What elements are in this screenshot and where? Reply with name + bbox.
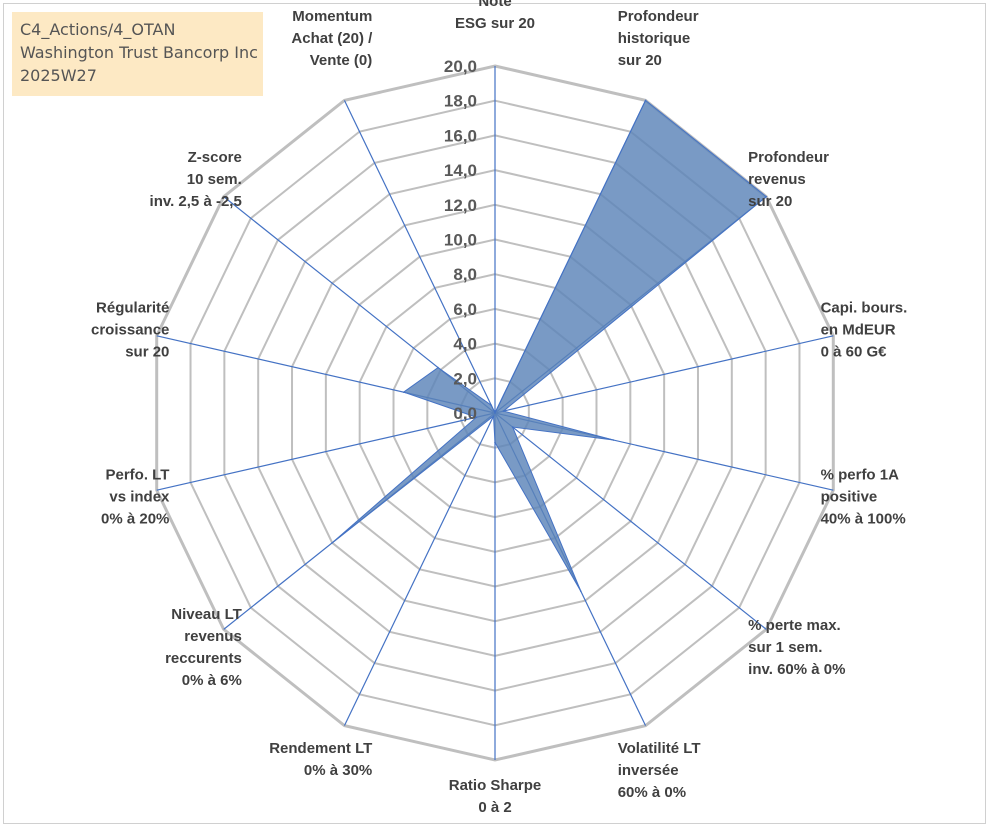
data-point-1 [644,99,647,102]
axis-label-line: 0% à 20% [101,510,169,527]
axis-label-8: Rendement LT 0% à 30% [269,740,372,779]
data-point-10 [475,416,478,419]
axis-label-line: Rendement LT [269,740,372,757]
tick-label-1: 2,0 [453,369,477,388]
axis-label-line: Perfo. LT [106,466,170,483]
axis-label-line: Capi. bours. [821,300,908,317]
data-point-9 [331,542,334,544]
title-box: C4_Actions/4_OTAN Washington Trust Banco… [12,12,263,96]
tick-label-2: 4,0 [453,335,477,354]
axis-label-line: reccurents [165,650,242,667]
axis-label-line: historique [618,30,691,47]
data-point-3 [502,410,505,412]
tick-label-5: 10,0 [444,231,477,250]
axis-label-3: Capi. bours. en MdEUR 0 à 60 G€ [821,300,908,361]
axis-label-line: 10 sem. [187,171,242,188]
axis-label-line: inv. 2,5 à -2,5 [150,193,242,210]
data-point-12 [437,366,439,369]
tick-label-8: 16,0 [444,126,477,145]
axis-label-line: Vente (0) [310,52,373,69]
axis-label-line: 40% à 100% [821,510,906,527]
axis-label-line: Achat (20) / [291,30,373,47]
axis-label-10: Perfo. LT vs index 0% à 20% [101,466,170,527]
title-line-3: 2025W27 [20,66,97,85]
tick-label-4: 8,0 [453,265,477,284]
axis-label-line: Niveau LT [171,606,242,623]
tick-label-10: 20,0 [444,57,477,76]
tick-label-7: 14,0 [444,161,477,180]
title-line-2: Washington Trust Bancorp Inc [20,43,258,62]
axis-label-line: Volatilité LT [618,740,701,757]
axis-label-line: 60% à 0% [618,784,686,801]
axis-label-2: Profondeur revenus sur 20 [748,149,829,210]
axis-spoke-13 [343,100,496,414]
axis-label-13: Momentum Achat (20) / Vente (0) [291,8,373,69]
axis-label-line: sur 20 [125,344,169,361]
tick-label-0: 0,0 [453,404,477,423]
axis-label-line: ESG sur 20 [455,15,535,32]
series-area-0 [331,99,768,592]
axis-label-line: revenus [748,171,806,188]
axis-label-line: en MdEUR [821,322,896,339]
axis-label-line: vs index [109,488,170,505]
axis-label-line: 0 à 60 G€ [821,344,888,361]
axis-spoke-10 [156,412,496,491]
axis-label-line: Note [478,0,511,10]
axis-label-line: Profondeur [618,8,699,25]
data-point-11 [402,391,405,393]
axis-label-line: revenus [184,628,242,645]
axis-label-11: Régularité croissance sur 20 [91,300,169,361]
data-point-0 [494,412,496,414]
axis-label-line: Ratio Sharpe [449,777,542,794]
axis-label-line: Z-score [188,149,242,166]
data-point-8 [492,415,495,417]
tick-label-3: 6,0 [453,300,477,319]
axis-label-line: % perfo 1A [821,466,900,483]
axis-label-1: Profondeur historique sur 20 [618,8,699,69]
axis-spoke-3 [494,335,834,414]
axis-label-6: Volatilité LT inversée 60% à 0% [618,740,701,801]
axis-spoke-8 [343,412,496,726]
axis-label-line: 0% à 6% [182,672,242,689]
title-line-1: C4_Actions/4_OTAN [20,20,176,39]
axis-label-line: sur 20 [618,52,662,69]
data-point-6 [580,590,582,593]
tick-label-9: 18,0 [444,92,477,111]
axis-label-line: sur 1 sem. [748,639,822,656]
data-point-5 [511,426,514,428]
axis-label-line: croissance [91,322,169,339]
axis-label-line: inversée [618,762,679,779]
axis-label-4: % perfo 1A positive 40% à 100% [821,466,906,527]
axis-label-line: positive [821,488,878,505]
axis-label-line: Profondeur [748,149,829,166]
axis-label-5: % perte max. sur 1 sem. inv. 60% à 0% [748,617,845,678]
data-point-13 [490,404,493,406]
axis-label-line: Régularité [96,300,169,317]
axis-label-9: Niveau LT revenus reccurents 0% à 6% [165,606,242,689]
axis-spoke-5 [494,412,767,630]
axis-label-12: Z-score 10 sem. inv. 2,5 à -2,5 [150,149,242,210]
axis-label-7: Ratio Sharpe 0 à 2 [449,777,542,816]
axis-label-line: 0% à 30% [304,762,372,779]
axis-label-line: sur 20 [748,193,792,210]
data-point-2 [765,195,768,198]
tick-label-6: 12,0 [444,196,477,215]
axis-label-0: Note ESG sur 20 [455,0,535,32]
axis-label-line: % perte max. [748,617,841,634]
axis-label-line: 0 à 2 [478,799,511,816]
data-point-4 [612,439,615,441]
axis-label-line: inv. 60% à 0% [748,661,845,678]
data-point-7 [494,441,496,444]
axis-label-line: Momentum [292,8,372,25]
